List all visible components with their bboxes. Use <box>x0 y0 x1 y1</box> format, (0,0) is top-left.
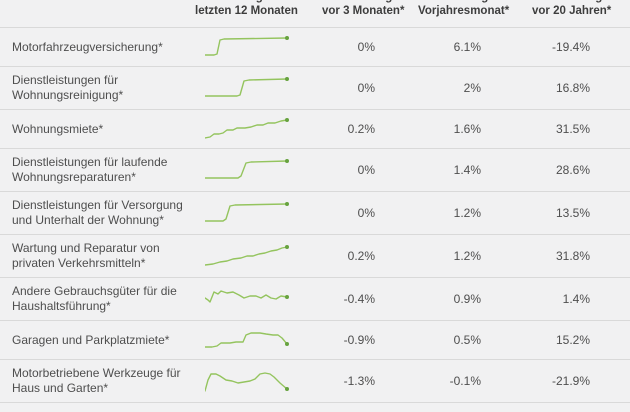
header-change-3-months: Veränderung zu vor 3 Monaten* <box>304 0 408 18</box>
table-body: Motorfahrzeugversicherung* 0% 6.1% -19.4… <box>0 27 630 402</box>
header-change-20y-line1: Veränderung zu <box>532 0 630 5</box>
product-group-label: Dienstleistungen für laufende Wohnungsre… <box>12 155 168 184</box>
table-header: Produktgruppe Entwicklung in den letzten… <box>0 0 630 27</box>
trend-sparkline <box>192 157 304 183</box>
product-group-label: Wartung und Reparatur von privaten Verke… <box>12 241 160 270</box>
product-group-label: Dienstleistungen für Versorgung und Unte… <box>12 198 183 227</box>
table-row: Wohnungsmiete* 0.2% 1.6% 31.5% <box>0 109 630 148</box>
table-row: Garagen und Parkplatzmiete* -0.9% 0.5% 1… <box>0 320 630 359</box>
change-20y-value: -19.4% <box>551 40 590 54</box>
change-3m-value: -0.4% <box>343 292 375 306</box>
change-3m-value: -0.9% <box>343 333 375 347</box>
table-row: Wartung und Reparatur von privaten Verke… <box>0 234 630 277</box>
change-20y-value: -21.9% <box>551 374 590 388</box>
table-row: Motorbetriebene Werkzeuge für Haus und G… <box>0 359 630 402</box>
trend-sparkline <box>192 34 304 60</box>
change-3m-value: -1.3% <box>343 374 375 388</box>
trend-sparkline <box>192 200 304 226</box>
product-group-label: Dienstleistungen für Wohnungsreinigung* <box>12 73 124 102</box>
change-yoy-value: -0.1% <box>449 374 481 388</box>
header-product-group-line2: Produktgruppe <box>12 0 192 2</box>
change-yoy-value: 0.5% <box>453 333 481 347</box>
product-group-label: Motorbetriebene Werkzeuge für Haus und G… <box>12 366 181 395</box>
change-3m-value: 0% <box>357 163 375 177</box>
change-20y-value: 1.4% <box>562 292 590 306</box>
change-3m-value: 0% <box>357 81 375 95</box>
change-20y-value: 31.8% <box>555 249 590 263</box>
change-20y-value: 31.5% <box>555 122 590 136</box>
header-product-group: Produktgruppe <box>0 0 192 5</box>
table-row: Motorfahrzeugversicherung* 0% 6.1% -19.4… <box>0 27 630 66</box>
header-change-3m-line1: Veränderung zu <box>322 0 408 5</box>
change-3m-value: 0.2% <box>347 249 375 263</box>
change-yoy-value: 1.2% <box>453 249 481 263</box>
change-20y-value: 16.8% <box>555 81 590 95</box>
change-yoy-value: 2% <box>463 81 481 95</box>
change-yoy-value: 6.1% <box>453 40 481 54</box>
trend-sparkline <box>192 116 304 142</box>
header-trend-12-months: Entwicklung in den letzten 12 Monaten <box>192 0 304 18</box>
product-group-label: Andere Gebrauchsgüter für die Haushaltsf… <box>12 284 177 313</box>
change-yoy-value: 0.9% <box>453 292 481 306</box>
header-change-yoy-line1: Veränderung zu <box>418 0 514 5</box>
header-change-3m-line2: vor 3 Monaten* <box>322 4 405 17</box>
change-3m-value: 0% <box>357 40 375 54</box>
header-change-yoy-line2: Vorjahresmonat* <box>418 4 510 17</box>
change-yoy-value: 1.2% <box>453 206 481 220</box>
header-trend-line2: letzten 12 Monaten <box>195 4 298 17</box>
header-change-20y-line2: vor 20 Jahren* <box>532 4 612 17</box>
change-yoy-value: 1.4% <box>453 163 481 177</box>
change-20y-value: 13.5% <box>555 206 590 220</box>
trend-sparkline <box>192 286 304 312</box>
change-20y-value: 15.2% <box>555 333 590 347</box>
table-bottom-divider <box>0 402 630 406</box>
product-group-label: Wohnungsmiete* <box>12 121 104 136</box>
change-3m-value: 0.2% <box>347 122 375 136</box>
product-group-label: Garagen und Parkplatzmiete* <box>12 332 170 347</box>
header-change-20-years: Veränderung zu vor 20 Jahren* <box>514 0 630 18</box>
change-3m-value: 0% <box>357 206 375 220</box>
change-yoy-value: 1.6% <box>453 122 481 136</box>
table-row: Dienstleistungen für laufende Wohnungsre… <box>0 148 630 191</box>
table-row: Dienstleistungen für Wohnungsreinigung* … <box>0 66 630 109</box>
header-trend-line1: Entwicklung in den <box>195 0 304 5</box>
header-change-yoy: Veränderung zu Vorjahresmonat* <box>404 0 514 18</box>
table-row: Dienstleistungen für Versorgung und Unte… <box>0 191 630 234</box>
trend-sparkline <box>192 327 304 353</box>
table-row: Andere Gebrauchsgüter für die Haushaltsf… <box>0 277 630 320</box>
trend-sparkline <box>192 368 304 394</box>
product-group-label: Motorfahrzeugversicherung* <box>12 39 163 54</box>
change-20y-value: 28.6% <box>555 163 590 177</box>
trend-sparkline <box>192 243 304 269</box>
trend-sparkline <box>192 75 304 101</box>
